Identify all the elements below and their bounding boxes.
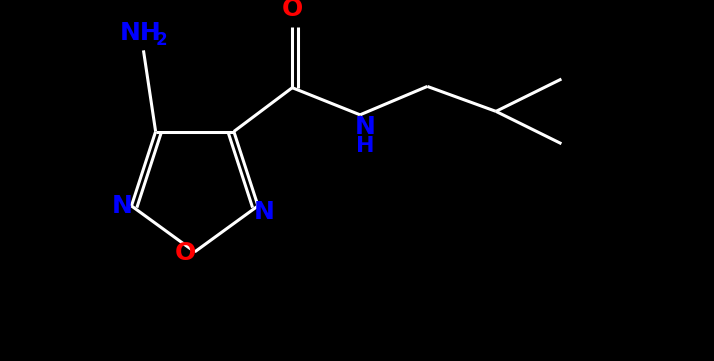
Text: NH: NH bbox=[119, 21, 161, 44]
Text: O: O bbox=[174, 242, 196, 265]
Text: N: N bbox=[111, 194, 132, 218]
Text: N: N bbox=[354, 115, 376, 139]
Text: H: H bbox=[356, 136, 374, 156]
Text: N: N bbox=[254, 200, 275, 225]
Text: 2: 2 bbox=[156, 31, 167, 49]
Text: O: O bbox=[281, 0, 303, 21]
